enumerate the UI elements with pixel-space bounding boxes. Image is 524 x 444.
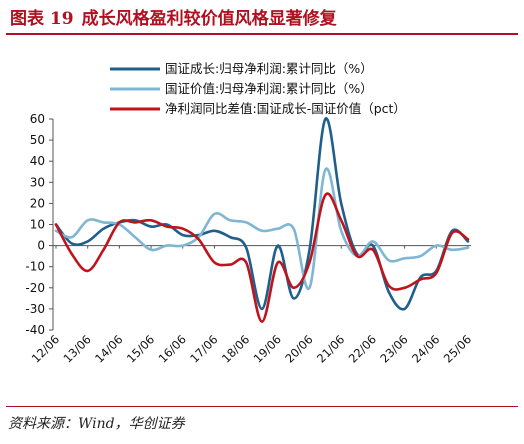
legend-label: 净利润同比差值:国证成长-国证价值（pct） [165,101,406,116]
y-tick-label: -30 [25,302,45,316]
x-tick-label: 25/06 [441,332,474,365]
x-tick-label: 22/06 [346,332,379,365]
y-tick-label: -40 [25,323,45,337]
y-tick-label: 40 [30,154,45,168]
x-tick-label: 17/06 [187,332,220,365]
y-tick-label: 20 [30,196,45,210]
legend-label: 国证价值:归母净利润:累计同比（%） [165,81,373,96]
figure-title: 图表 19 成长风格盈利较价值风格显著修复 [10,4,345,29]
y-tick-label: -10 [25,260,45,274]
y-tick-label: 10 [30,218,45,232]
y-tick-label: 30 [30,175,45,189]
x-tick-label: 16/06 [156,332,189,365]
value-series-line [54,167,470,291]
y-axis: 60 50 40 30 20 10 0 -10 -20 -30 -40 [25,112,54,337]
x-tick-label: 23/06 [377,332,410,365]
y-tick-label: 60 [30,112,45,126]
y-tick-label: -20 [25,281,45,295]
y-tick-label: 0 [37,239,45,253]
x-tick-label: 12/06 [29,332,62,365]
x-tick-label: 14/06 [92,332,125,365]
series-lines [54,117,470,323]
chart-legend: 国证成长:归母净利润:累计同比（%） 国证价值:归母净利润:累计同比（%） 净利润同… [110,61,406,116]
legend-item-spread: 净利润同比差值:国证成长-国证价值（pct） [110,101,406,116]
x-tick-label: 24/06 [409,332,442,365]
figure-title-text: 成长风格盈利较价值风格显著修复 [81,9,337,29]
figure-label: 图表 19 [10,9,74,29]
x-tick-label: 19/06 [251,332,284,365]
legend-label: 国证成长:归母净利润:累计同比（%） [165,61,373,76]
source-rule [6,406,518,407]
x-tick-label: 21/06 [314,332,347,365]
source-note: 资料来源：Wind，华创证券 [8,416,185,432]
y-tick-label: 50 [30,133,45,147]
x-tick-label: 20/06 [282,332,315,365]
legend-item-value: 国证价值:归母净利润:累计同比（%） [110,81,373,96]
legend-item-growth: 国证成长:归母净利润:累计同比（%） [110,61,373,76]
x-tick-label: 13/06 [60,332,93,365]
x-tick-label: 15/06 [124,332,157,365]
x-tick-label: 18/06 [219,332,252,365]
line-chart: 国证成长:归母净利润:累计同比（%） 国证价值:归母净利润:累计同比（%） 净利润同… [25,61,474,366]
spread-series-line [54,192,470,323]
growth-series-line [54,117,470,311]
title-underline [6,33,518,35]
